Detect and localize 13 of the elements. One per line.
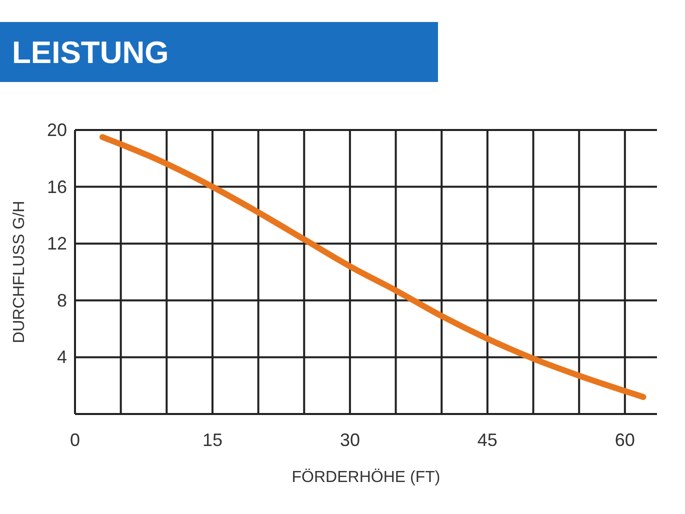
x-tick-label: 60 bbox=[614, 430, 635, 450]
x-tick-label: 15 bbox=[202, 430, 222, 450]
chart-title: LEISTUNG bbox=[12, 35, 169, 70]
y-tick-label: 4 bbox=[56, 347, 67, 368]
x-axis-title: FÖRDERHÖHE (FT) bbox=[292, 468, 440, 486]
x-tick-label: 45 bbox=[477, 430, 498, 450]
x-tick-label: 0 bbox=[70, 430, 80, 450]
y-tick-label: 12 bbox=[46, 234, 67, 254]
y-axis-title: DURCHFLUSS G/H bbox=[11, 200, 28, 344]
y-tick-label: 16 bbox=[46, 176, 67, 197]
y-tick-label: 8 bbox=[56, 290, 67, 310]
y-tick-label: 20 bbox=[46, 120, 67, 140]
x-tick-label: 30 bbox=[340, 430, 360, 450]
